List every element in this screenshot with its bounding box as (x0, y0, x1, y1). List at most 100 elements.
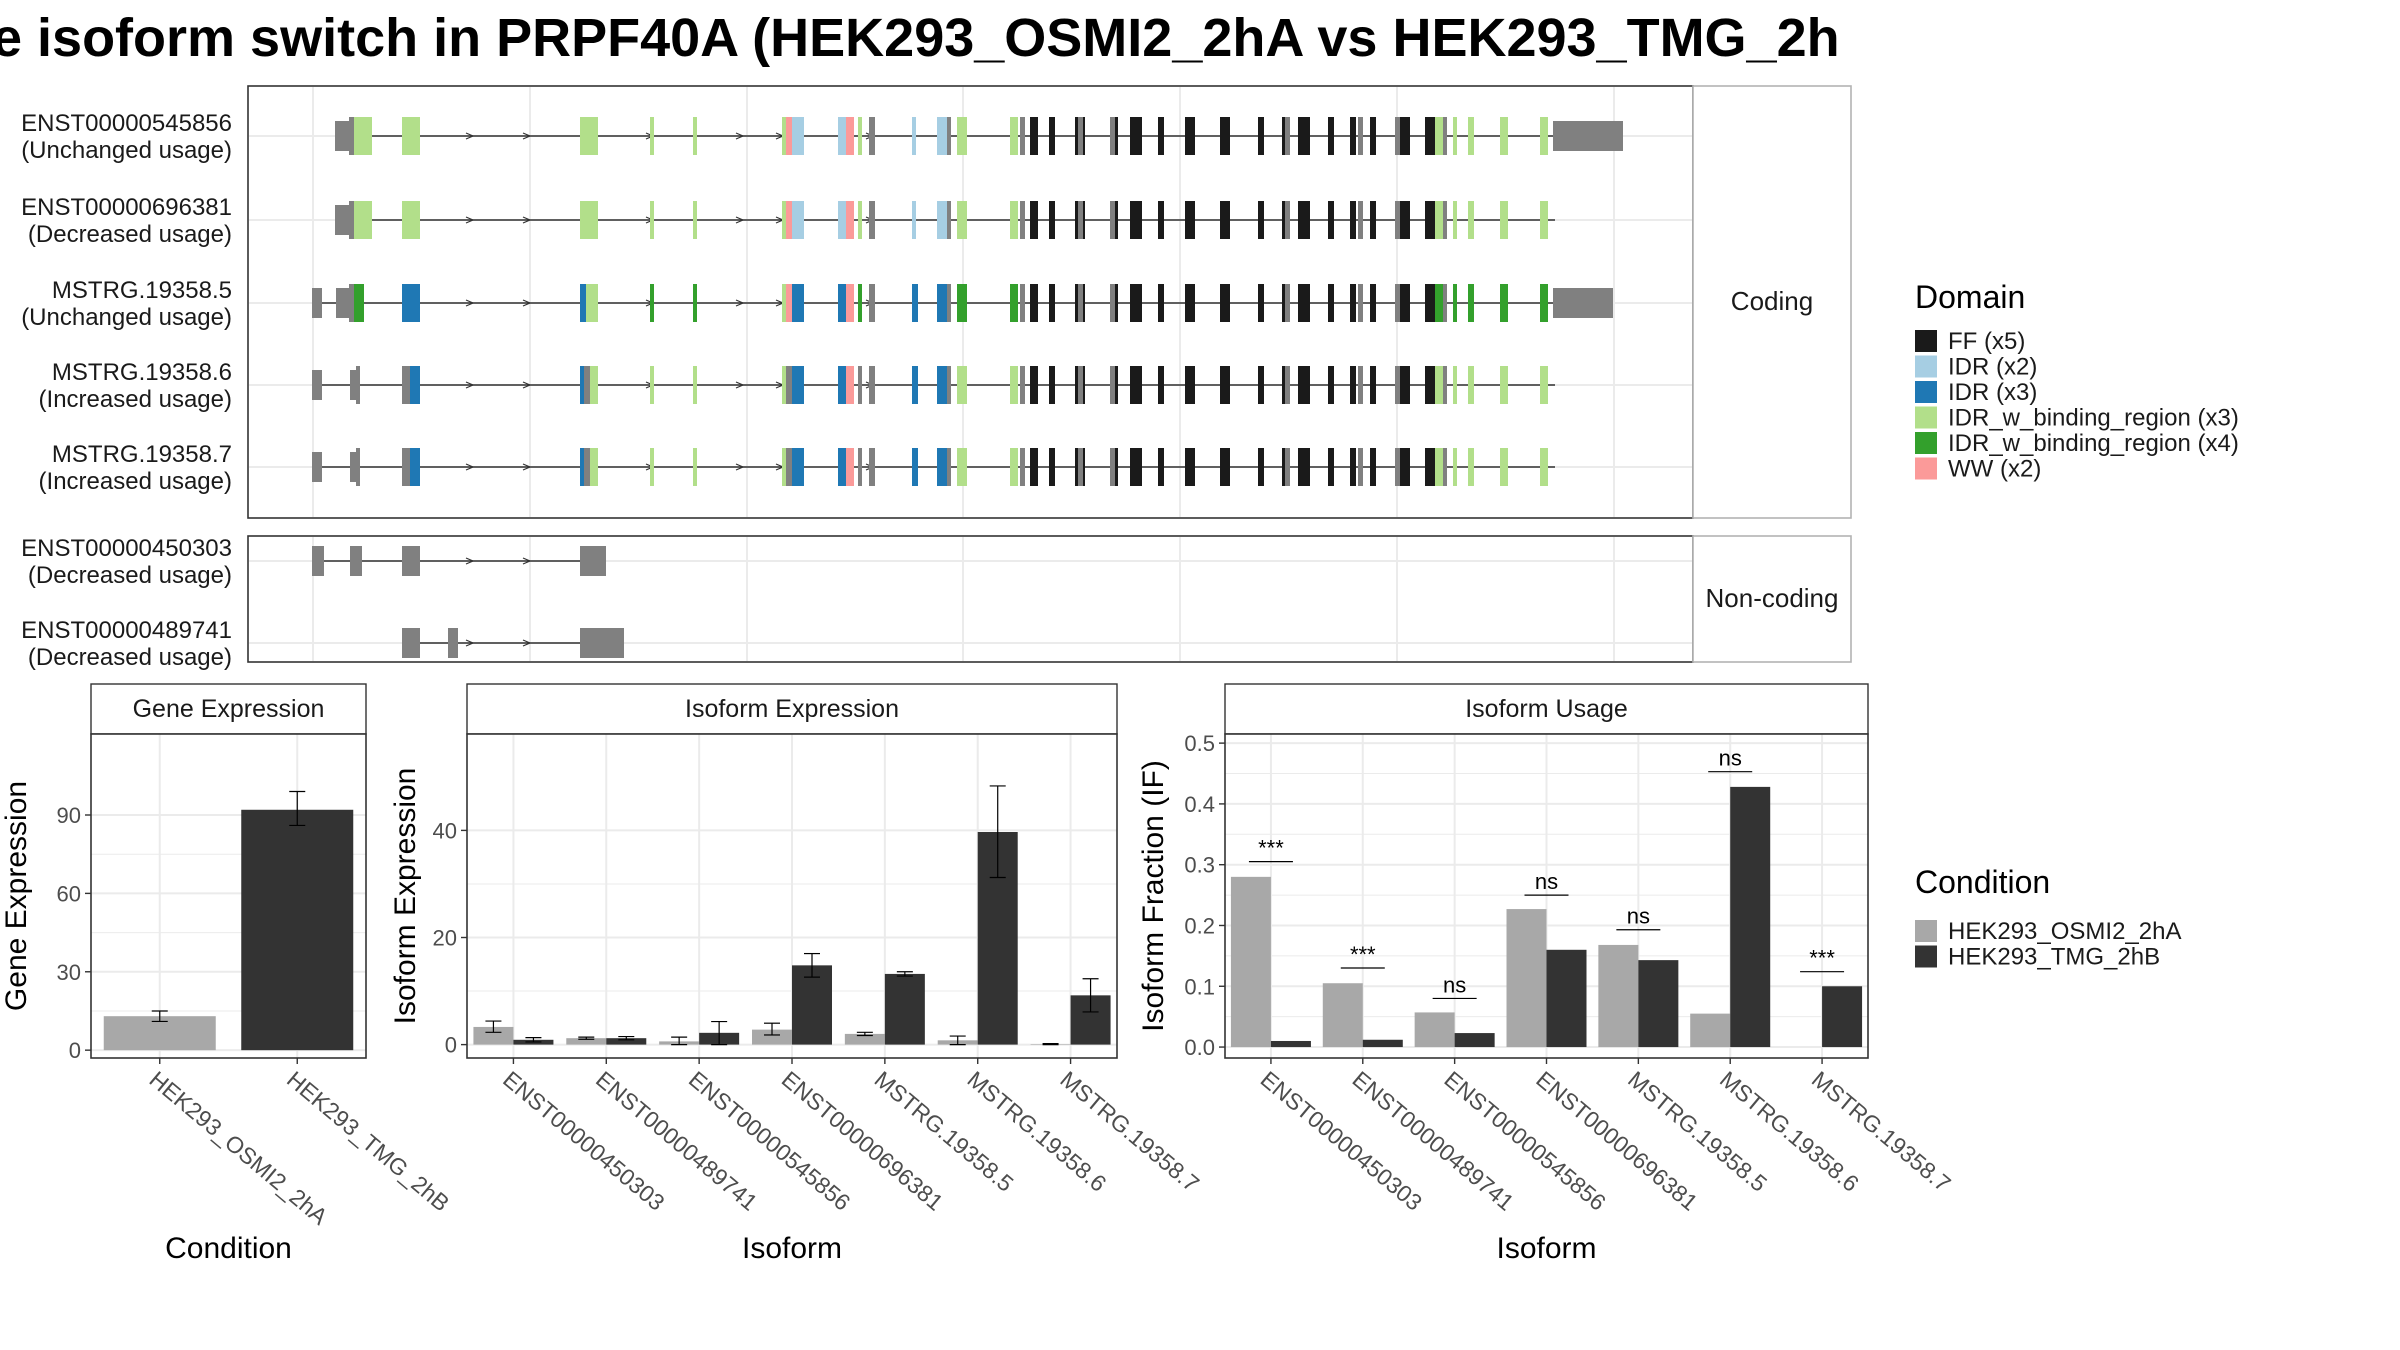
ff-domain-block (1185, 448, 1195, 486)
exon-block (1110, 448, 1115, 486)
bar (792, 965, 832, 1045)
legend-swatch (1915, 920, 1937, 942)
exon-block (782, 117, 788, 155)
exon-block (1540, 117, 1548, 155)
strand-arrow (522, 557, 532, 565)
ff-domain-block (1158, 366, 1164, 404)
exon-block (846, 284, 854, 322)
strand-arrow (522, 299, 532, 307)
x-tick-label: ENST00000489741 (1348, 1066, 1520, 1216)
ff-domain-block (1130, 448, 1142, 486)
exon-block (1500, 448, 1508, 486)
legend-swatch (1915, 457, 1937, 480)
ff-domain-block (1350, 201, 1356, 239)
ff-domain-block (1425, 117, 1435, 155)
chart-title: Isoform Expression (685, 695, 899, 723)
legend-label: IDR_w_binding_region (x4) (1948, 430, 2239, 457)
exon-block (580, 448, 584, 486)
ff-domain-block (1258, 201, 1264, 239)
bar (241, 809, 354, 1051)
ff-domain-block (1398, 117, 1410, 155)
bar (1506, 909, 1547, 1048)
legend-swatch (1915, 381, 1937, 403)
ff-domain-block (1049, 366, 1055, 404)
exon-block (838, 284, 846, 322)
exon-block (410, 284, 420, 322)
y-tick-label: 90 (57, 803, 81, 828)
exon-block (1442, 284, 1447, 322)
exon-block (1540, 366, 1548, 404)
ff-domain-block (1350, 366, 1356, 404)
exon-block (354, 284, 364, 322)
legend-swatch (1915, 406, 1937, 429)
noncoding-strip (1692, 535, 1852, 663)
exon-block (1358, 201, 1363, 239)
bar (884, 973, 925, 1045)
y-axis-title: Isoform Expression (389, 768, 422, 1025)
exon-block (402, 628, 420, 658)
ff-domain-block (1398, 284, 1410, 322)
exon-block (1020, 366, 1025, 404)
coding-strip-label: Coding (1731, 286, 1813, 316)
ff-domain-block (1370, 448, 1376, 486)
exon-block (1358, 448, 1363, 486)
exon-block (1078, 117, 1083, 155)
ff-domain-block (1130, 284, 1142, 322)
exon-block (1435, 117, 1443, 155)
bar (1414, 1012, 1455, 1048)
exon-block (580, 117, 598, 155)
noncoding-panel (247, 535, 1694, 663)
exon-block (858, 366, 862, 404)
exon-block (869, 284, 875, 322)
exon-block (1500, 117, 1508, 155)
strand-arrow (522, 216, 532, 224)
exon-block (312, 452, 322, 482)
y-tick-label: 0.2 (1184, 913, 1215, 938)
ff-domain-block (1258, 284, 1264, 322)
ff-domain-block (1425, 366, 1435, 404)
ff-domain-block (1185, 366, 1195, 404)
exon-block (1078, 201, 1083, 239)
significance-label: ns (1627, 904, 1650, 929)
exon-block (1442, 366, 1447, 404)
bar (473, 1026, 514, 1045)
exon-block (586, 284, 598, 322)
exon-block (1453, 366, 1457, 404)
exon-block (858, 201, 862, 239)
ff-domain-block (1030, 284, 1038, 322)
exon-block (312, 546, 324, 576)
legend-swatch (1915, 330, 1937, 352)
significance-label: ns (1443, 972, 1466, 997)
y-tick-label: 0.1 (1184, 974, 1215, 999)
exon-block (1395, 366, 1400, 404)
significance-label: ns (1535, 869, 1558, 894)
exon-block (947, 201, 951, 239)
ff-domain-block (1158, 201, 1164, 239)
exon-block (693, 284, 697, 322)
exon-block (402, 366, 410, 404)
legend-label: HEK293_TMG_2hB (1948, 944, 2160, 971)
exon-block (584, 366, 590, 404)
track-label-usage: (Decreased usage) (28, 644, 232, 671)
exon-block (846, 448, 854, 486)
bar (1362, 1039, 1403, 1048)
coding-isoform-tracks (312, 117, 1623, 486)
exon-block (1358, 284, 1363, 322)
strand-arrow (522, 463, 532, 471)
exon-block (350, 452, 358, 482)
exon-block (838, 448, 846, 486)
exon-block (402, 284, 410, 322)
bar (1546, 949, 1587, 1048)
exon-block (650, 284, 654, 322)
y-tick-label: 60 (57, 881, 81, 906)
exon-block (869, 201, 875, 239)
significance-label: *** (1350, 942, 1376, 967)
exon-block (1468, 448, 1474, 486)
exon-block (584, 448, 590, 486)
bar (752, 1029, 792, 1045)
exon-block (1110, 201, 1115, 239)
legend-label: HEK293_OSMI2_2hA (1948, 918, 2181, 945)
y-tick-label: 0 (69, 1038, 81, 1063)
ff-domain-block (1298, 284, 1310, 322)
exon-block (1020, 284, 1025, 322)
